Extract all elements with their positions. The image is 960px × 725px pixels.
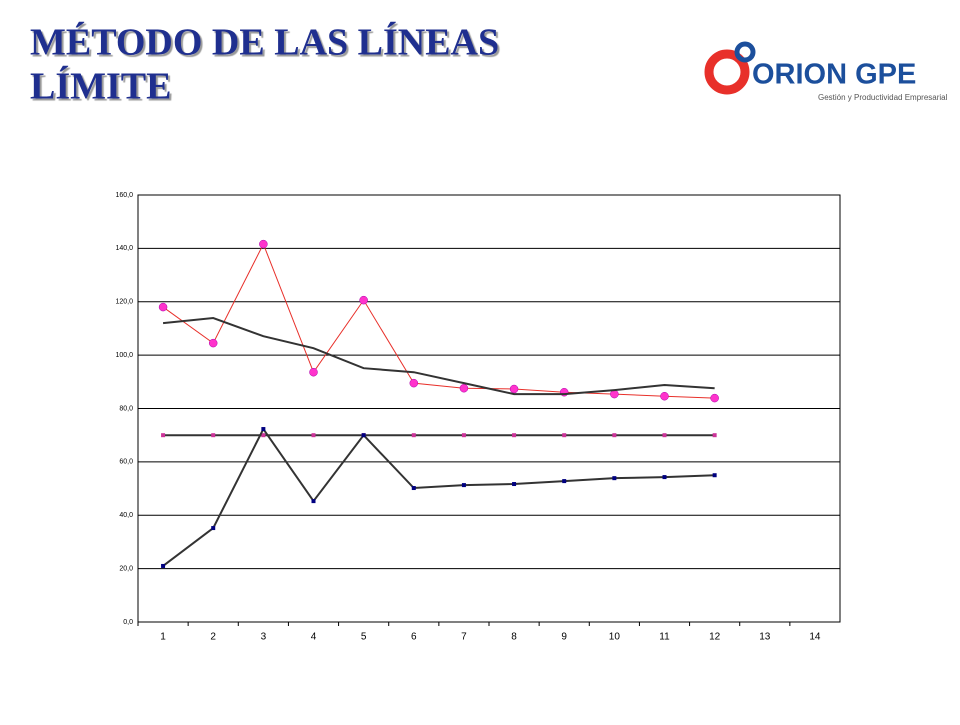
point — [662, 433, 667, 438]
x-tick-label: 6 — [411, 632, 417, 643]
point — [359, 295, 368, 305]
y-tick-label: 60,0 — [119, 459, 133, 466]
point — [461, 483, 466, 488]
x-tick-label: 2 — [210, 632, 216, 643]
x-tick-label: 1 — [160, 632, 166, 643]
y-tick-label: 80,0 — [119, 405, 133, 412]
title: LÍMITE — [30, 66, 171, 108]
point — [512, 482, 517, 487]
point — [409, 378, 419, 388]
point — [411, 433, 416, 438]
point — [712, 433, 717, 438]
point — [361, 433, 366, 438]
y-tick-label: 0,0 — [123, 619, 133, 626]
point — [309, 367, 318, 377]
logo-gear — [704, 49, 750, 95]
point — [311, 433, 316, 438]
y-tick-label: 160,0 — [115, 192, 133, 199]
point — [161, 563, 166, 568]
series-line — [162, 317, 715, 396]
x-tick-label: 7 — [461, 632, 467, 643]
y-tick-label: 40,0 — [119, 512, 133, 519]
y-tick-label: 100,0 — [115, 352, 133, 359]
x-tick-label: 9 — [561, 632, 567, 643]
point — [411, 486, 416, 491]
point — [612, 476, 617, 481]
point — [211, 433, 216, 438]
point — [208, 338, 218, 348]
y-tick-label: 140,0 — [115, 245, 133, 252]
x-tick-label: 12 — [709, 632, 721, 643]
y-tick-label: 20,0 — [119, 565, 133, 572]
y-tick-label: 120,0 — [115, 299, 133, 306]
point — [161, 433, 166, 438]
point — [562, 433, 567, 438]
point — [261, 427, 266, 432]
point — [509, 384, 519, 394]
point — [158, 302, 168, 312]
logo-tagline: Gestión y Productividad Empresarial — [818, 93, 948, 102]
x-tick-label: 5 — [361, 632, 367, 643]
point — [562, 479, 567, 484]
point — [660, 391, 669, 401]
series-line — [162, 427, 715, 567]
logo: ORION GPE Gestión y Productividad Empres… — [704, 41, 948, 102]
x-tick-label: 13 — [759, 632, 771, 643]
logo-text: ORION GPE — [752, 59, 916, 91]
point — [261, 433, 266, 438]
point — [712, 473, 717, 478]
x-tick-label: 4 — [311, 632, 317, 643]
point — [211, 526, 216, 531]
x-tick-label: 8 — [511, 632, 517, 643]
point — [710, 393, 719, 403]
point — [612, 433, 617, 438]
logo-gear — [734, 41, 756, 63]
x-tick-label: 11 — [659, 632, 670, 643]
point — [512, 433, 517, 438]
point — [311, 499, 316, 504]
title: MÉTODO DE LAS LÍNEAS — [30, 22, 499, 64]
x-tick-label: 14 — [809, 632, 821, 643]
point — [459, 383, 469, 393]
x-tick-label: 3 — [261, 632, 267, 643]
series-line — [162, 242, 715, 399]
x-tick-label: 10 — [609, 632, 621, 643]
point — [461, 433, 466, 438]
point — [662, 475, 667, 480]
point — [259, 239, 268, 249]
